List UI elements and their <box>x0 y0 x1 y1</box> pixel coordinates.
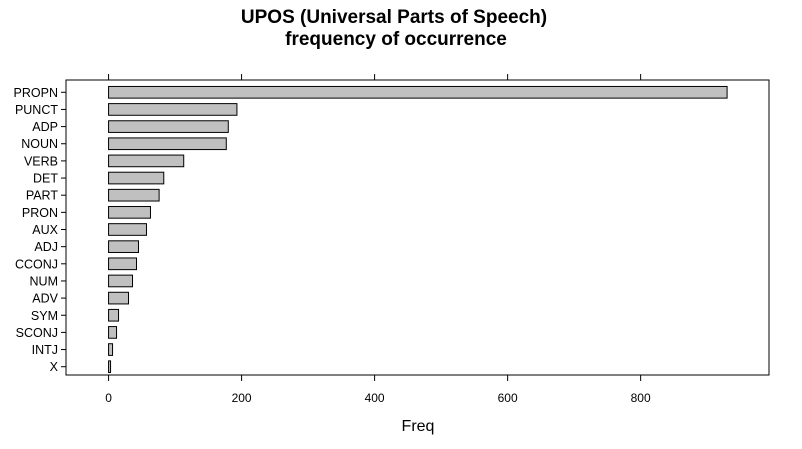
bottom-axis: 0 200 400 600 800 <box>105 375 651 405</box>
bar-det <box>108 171 165 185</box>
category-label-intj: INTJ <box>32 343 58 357</box>
x-tick-label-3: 600 <box>498 391 518 405</box>
category-label-adj: ADJ <box>34 240 58 254</box>
bar-sconj <box>108 326 118 339</box>
bar-adv <box>108 291 130 305</box>
category-label-num: NUM <box>30 274 58 288</box>
chart-title-line-2: frequency of occurrence <box>285 29 507 50</box>
bar-propn <box>108 85 728 99</box>
category-labels: PROPN PUNCT ADP NOUN VERB DET PART PRON AUX ADJ CC… <box>14 86 66 374</box>
bar-adj <box>108 240 139 253</box>
category-label-verb: VERB <box>24 154 58 168</box>
x-tick-label-1: 200 <box>232 391 252 405</box>
category-label-sconj: SCONJ <box>16 326 58 340</box>
category-label-det: DET <box>33 172 58 186</box>
top-axis-ticks <box>108 74 642 80</box>
bar-adp <box>108 120 229 133</box>
x-tick-label-4: 800 <box>631 391 651 405</box>
category-label-adp: ADP <box>32 120 58 134</box>
bar-x <box>108 360 112 374</box>
category-label-sym: SYM <box>31 309 58 323</box>
category-label-x: X <box>50 360 59 374</box>
bar-pron <box>108 206 151 219</box>
category-label-adv: ADV <box>32 292 58 306</box>
x-axis-title: Freq <box>402 418 435 435</box>
bar-verb <box>108 154 185 168</box>
chart-title-line-1: UPOS (Universal Parts of Speech) <box>241 7 547 28</box>
category-label-noun: NOUN <box>21 137 58 151</box>
category-label-cconj: CCONJ <box>15 257 58 271</box>
plot-frame <box>65 79 770 376</box>
bar-noun <box>108 137 227 151</box>
x-tick-label-2: 400 <box>365 391 385 405</box>
bar-intj <box>108 343 114 356</box>
bar-sym <box>108 308 120 322</box>
category-label-propn: PROPN <box>14 86 58 100</box>
bars <box>108 85 728 374</box>
bar-punct <box>108 103 238 116</box>
bar-part <box>108 188 160 202</box>
bar-cconj <box>108 257 137 271</box>
bar-aux <box>108 223 147 236</box>
category-label-punct: PUNCT <box>15 103 58 117</box>
category-label-part: PART <box>26 189 59 203</box>
x-tick-label-0: 0 <box>105 391 112 405</box>
category-label-aux: AUX <box>32 223 58 237</box>
bar-num <box>108 274 134 288</box>
category-label-pron: PRON <box>22 206 58 220</box>
